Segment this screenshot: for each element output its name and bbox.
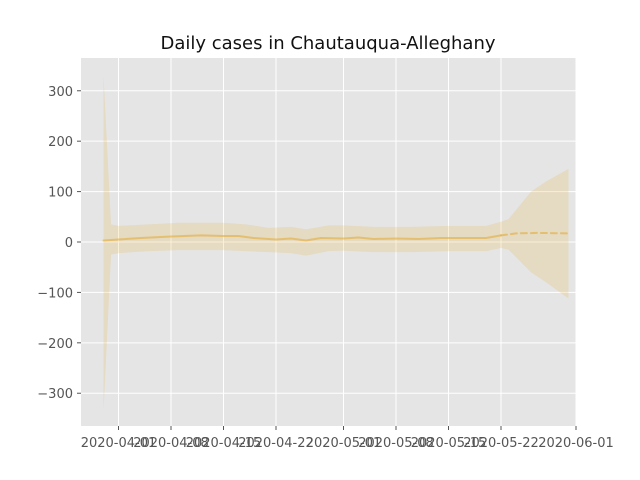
- x-tick-label: 2020-04-22: [238, 436, 314, 451]
- y-tick-label: 300: [48, 85, 73, 100]
- x-axis: 2020-04-012020-04-082020-04-152020-04-22…: [81, 426, 614, 451]
- x-tick-label: 2020-05-08: [358, 436, 434, 451]
- y-tick-label: 200: [48, 135, 73, 150]
- confidence-band-area: [103, 75, 569, 411]
- series-line: [102, 234, 502, 242]
- y-tick-label: −300: [37, 387, 73, 402]
- x-tick-label: 2020-05-01: [306, 436, 382, 451]
- grid: [81, 58, 577, 426]
- x-tick-label: 2020-04-08: [133, 436, 209, 451]
- x-tick-label: 2020-04-01: [81, 436, 157, 451]
- x-tick-label: 2020-05-15: [411, 436, 487, 451]
- confidence-band: [103, 75, 569, 411]
- y-tick-label: −100: [37, 286, 73, 301]
- x-tick-label: 2020-05-22: [463, 436, 539, 451]
- x-tick-label: 2020-04-15: [186, 436, 262, 451]
- forecast-line: [500, 231, 570, 237]
- y-tick-label: −200: [37, 337, 73, 352]
- series-lines: [102, 231, 570, 242]
- y-tick-label: 0: [65, 236, 73, 251]
- y-axis: −300 −200 −100 0 100 200 300: [37, 85, 81, 402]
- x-tick-label: 2020-06-01: [538, 436, 614, 451]
- y-tick-label: 100: [48, 186, 73, 201]
- chart-title: Daily cases in Chautauqua-Alleghany: [160, 33, 495, 54]
